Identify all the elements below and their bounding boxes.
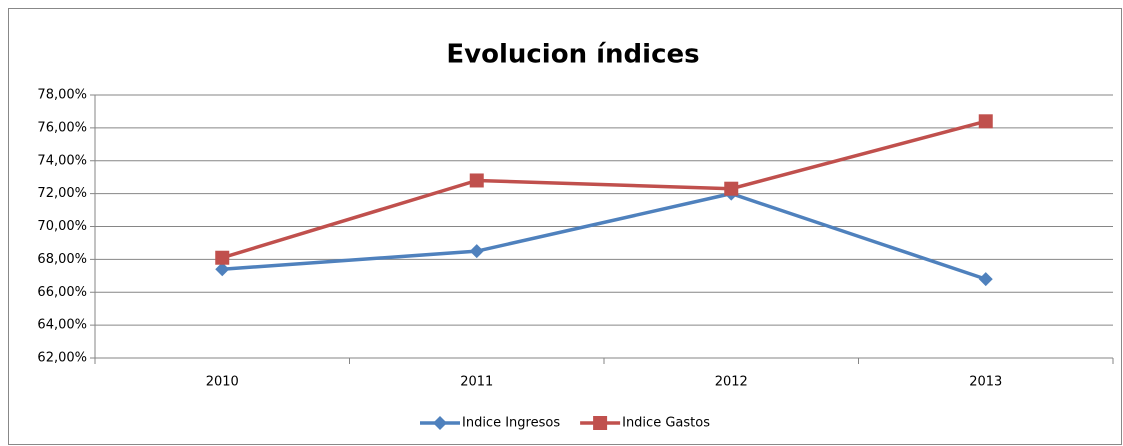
marker — [469, 244, 484, 259]
y-tick-label: 68,00% — [37, 252, 87, 267]
x-tick-label: 2013 — [969, 375, 1002, 390]
marker — [433, 416, 447, 430]
series-line — [222, 191, 987, 281]
marker — [215, 262, 230, 277]
y-tick-label: 70,00% — [37, 219, 87, 234]
x-tick-label: 2011 — [460, 375, 493, 390]
x-tick-label: 2012 — [715, 375, 748, 390]
y-tick-label: 74,00% — [37, 153, 87, 168]
marker — [469, 173, 484, 188]
chart-title: Evolucion índices — [446, 40, 699, 70]
marker — [978, 272, 993, 287]
y-tick-label: 62,00% — [37, 351, 87, 366]
marker — [978, 114, 993, 129]
y-tick-label: 78,00% — [37, 88, 87, 103]
legend-label: Indice Ingresos — [462, 416, 560, 431]
legend-label: Indice Gastos — [622, 416, 710, 431]
marker — [215, 250, 230, 265]
marker — [724, 181, 739, 196]
x-tick-label: 2010 — [206, 375, 239, 390]
y-tick-label: 66,00% — [37, 285, 87, 300]
marker — [593, 416, 608, 430]
y-tick-label: 76,00% — [37, 120, 87, 135]
y-tick-label: 64,00% — [37, 318, 87, 333]
y-tick-label: 72,00% — [37, 186, 87, 201]
series-line — [221, 119, 987, 260]
